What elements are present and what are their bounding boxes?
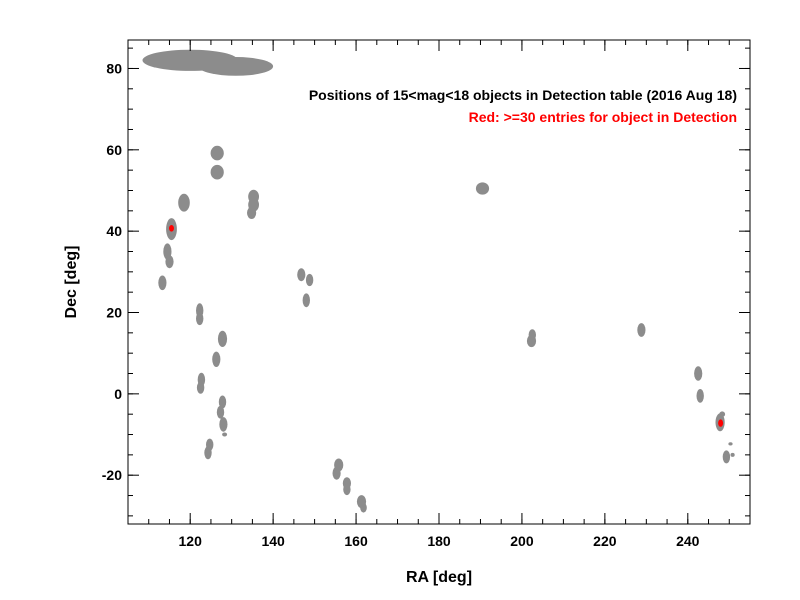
data-point-23 bbox=[219, 417, 228, 432]
data-point-42 bbox=[722, 450, 731, 464]
data-point-40 bbox=[719, 411, 726, 418]
x-tick-label: 220 bbox=[593, 533, 617, 549]
axis-ticks: 120 140 160 180 200 220 240 -20 0 20 40 60 80 bbox=[102, 40, 750, 549]
data-point-37 bbox=[694, 366, 703, 381]
data-point-33 bbox=[475, 182, 490, 195]
x-tick-label: 200 bbox=[510, 533, 534, 549]
data-point-18 bbox=[212, 351, 221, 367]
data-point-8 bbox=[158, 275, 167, 291]
y-tick-label: -20 bbox=[102, 467, 122, 483]
data-point-17 bbox=[217, 330, 228, 347]
data-point-3 bbox=[210, 164, 224, 180]
data-point-4 bbox=[178, 193, 190, 212]
highlight-point-0 bbox=[169, 225, 174, 232]
data-point-41 bbox=[728, 442, 733, 446]
y-axis-label: Dec [deg] bbox=[63, 246, 80, 319]
data-point-22 bbox=[216, 405, 225, 419]
x-axis-label: RA [deg] bbox=[406, 569, 472, 586]
data-point-20 bbox=[196, 381, 205, 394]
chart-subtitle: Red: >=30 entries for object in Detectio… bbox=[469, 109, 737, 125]
data-point-43 bbox=[730, 452, 735, 457]
data-point-38 bbox=[696, 389, 704, 403]
x-tick-label: 240 bbox=[676, 533, 700, 549]
x-tick-label: 120 bbox=[179, 533, 203, 549]
data-point-24 bbox=[222, 432, 228, 437]
data-point-16 bbox=[196, 312, 204, 326]
data-point-14 bbox=[302, 293, 310, 308]
data-point-1 bbox=[198, 57, 274, 76]
chart-title: Positions of 15<mag<18 objects in Detect… bbox=[309, 87, 737, 103]
y-tick-label: 60 bbox=[106, 142, 122, 158]
data-point-2 bbox=[210, 145, 224, 161]
data-point-36 bbox=[637, 323, 646, 337]
data-point-12 bbox=[297, 268, 306, 282]
x-tick-label: 160 bbox=[344, 533, 368, 549]
data-point-30 bbox=[343, 483, 351, 496]
x-tick-label: 140 bbox=[261, 533, 285, 549]
data-point-13 bbox=[305, 273, 314, 287]
data-point-32 bbox=[360, 502, 367, 513]
y-tick-label: 20 bbox=[106, 305, 122, 321]
x-tick-label: 180 bbox=[427, 533, 451, 549]
data-point-35 bbox=[526, 334, 537, 348]
highlight-point-1 bbox=[718, 419, 724, 427]
data-point-7 bbox=[165, 255, 174, 269]
data-marks bbox=[142, 49, 735, 513]
y-tick-label: 0 bbox=[114, 386, 122, 402]
data-point-11 bbox=[247, 206, 257, 219]
data-point-26 bbox=[204, 446, 212, 460]
data-point-28 bbox=[332, 466, 341, 480]
y-tick-label: 80 bbox=[106, 60, 122, 76]
y-tick-label: 40 bbox=[106, 223, 122, 239]
data-point-21 bbox=[218, 395, 227, 409]
